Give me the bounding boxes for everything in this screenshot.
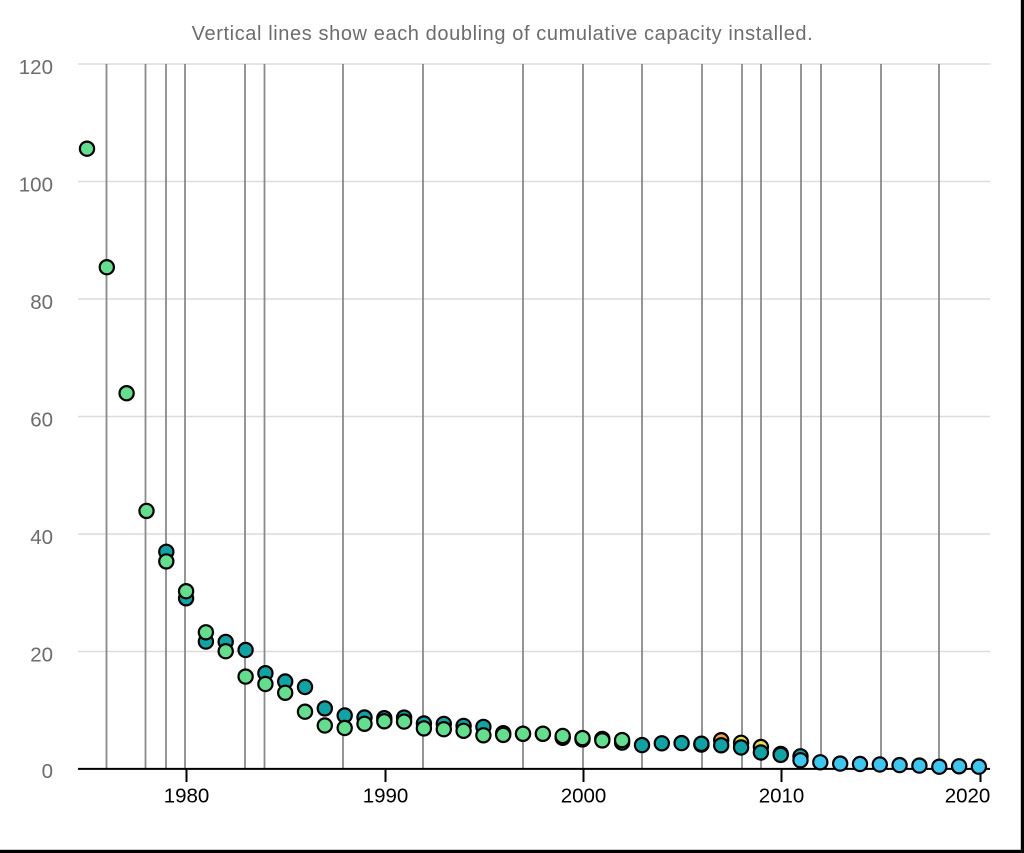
svg-text:100: 100 [19, 173, 53, 196]
svg-text:1990: 1990 [363, 784, 409, 807]
svg-text:2020: 2020 [945, 784, 991, 807]
svg-text:2010: 2010 [759, 784, 805, 807]
svg-text:2000: 2000 [561, 784, 607, 807]
svg-text:120: 120 [19, 56, 53, 79]
svg-text:20: 20 [30, 643, 53, 666]
svg-text:1980: 1980 [164, 784, 210, 807]
svg-text:0: 0 [42, 760, 53, 783]
svg-text:40: 40 [30, 526, 53, 549]
svg-text:60: 60 [30, 408, 53, 431]
svg-text:Vertical lines show each doubl: Vertical lines show each doubling of cum… [192, 23, 814, 45]
svg-text:80: 80 [30, 291, 53, 314]
